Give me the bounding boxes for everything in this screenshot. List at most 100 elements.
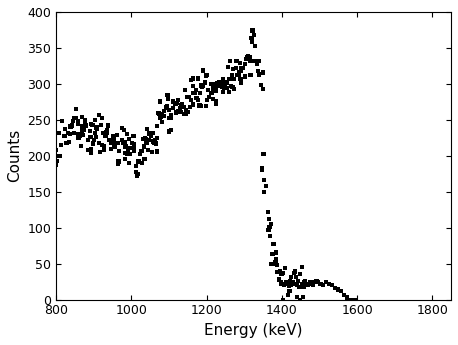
Point (152, 137, 159, 143)
Point (292, 274, 300, 280)
X-axis label: Energy (keV): Energy (keV) (204, 323, 303, 338)
Point (284, 293, 291, 298)
Point (215, 83, 222, 89)
Point (228, 72, 235, 78)
Point (120, 127, 127, 133)
Point (212, 86, 219, 91)
Point (132, 169, 140, 175)
Point (194, 97, 202, 102)
Point (289, 279, 296, 285)
Point (203, 104, 210, 109)
Point (111, 144, 118, 150)
Point (303, 281, 311, 287)
Point (131, 148, 138, 154)
Point (154, 123, 161, 128)
Point (64, 130, 71, 136)
Point (167, 116, 174, 121)
Point (226, 76, 233, 82)
Point (220, 85, 228, 91)
Point (282, 279, 289, 285)
Point (255, 59, 262, 64)
Point (158, 119, 166, 125)
Point (307, 281, 315, 287)
Point (141, 144, 148, 149)
Point (224, 85, 231, 91)
Point (103, 130, 110, 135)
Point (93, 125, 100, 130)
Point (155, 110, 162, 116)
Point (134, 174, 141, 179)
Point (174, 97, 182, 103)
Point (147, 134, 155, 139)
Point (116, 148, 123, 154)
Point (188, 98, 195, 103)
Point (87, 121, 94, 127)
Point (338, 288, 345, 294)
Point (183, 94, 191, 100)
Point (74, 119, 82, 124)
Point (213, 87, 220, 92)
Point (306, 279, 313, 285)
Point (294, 278, 301, 284)
Point (176, 105, 184, 110)
Point (110, 134, 117, 139)
Point (212, 88, 219, 94)
Point (76, 133, 84, 138)
Point (181, 111, 188, 117)
Point (89, 122, 96, 127)
Point (118, 137, 125, 143)
Point (125, 160, 133, 166)
Point (95, 140, 103, 146)
Point (165, 107, 173, 112)
Point (217, 80, 224, 85)
Point (164, 96, 172, 101)
Point (185, 94, 193, 100)
Point (183, 107, 190, 113)
Point (87, 150, 94, 156)
Point (56, 153, 63, 159)
Point (156, 99, 164, 104)
Point (160, 113, 167, 119)
Point (287, 280, 294, 285)
Point (150, 139, 157, 144)
Point (121, 150, 129, 156)
Point (75, 131, 82, 137)
Point (273, 261, 280, 266)
Point (268, 261, 275, 267)
Point (209, 81, 216, 87)
Point (75, 135, 82, 140)
Point (286, 288, 293, 294)
Point (143, 140, 150, 146)
Point (100, 147, 108, 153)
Point (202, 73, 209, 79)
Point (104, 130, 111, 136)
Point (128, 140, 136, 146)
Point (104, 127, 111, 133)
Point (100, 144, 108, 149)
Point (193, 95, 200, 101)
Point (328, 283, 336, 288)
Point (237, 68, 245, 74)
Point (116, 148, 123, 154)
Point (244, 55, 251, 60)
Point (160, 108, 168, 114)
Point (158, 114, 165, 119)
Point (81, 127, 88, 133)
Point (205, 87, 212, 93)
Point (335, 287, 342, 292)
Point (108, 146, 115, 151)
Point (203, 72, 210, 78)
Point (142, 135, 149, 141)
Point (285, 283, 293, 288)
Point (353, 297, 360, 303)
Point (300, 284, 307, 289)
Point (114, 140, 121, 146)
Point (199, 83, 206, 89)
Point (87, 146, 94, 152)
Point (260, 151, 267, 157)
Point (82, 122, 89, 128)
Point (213, 98, 220, 104)
Point (61, 126, 69, 132)
Point (266, 216, 273, 221)
Point (130, 133, 137, 139)
